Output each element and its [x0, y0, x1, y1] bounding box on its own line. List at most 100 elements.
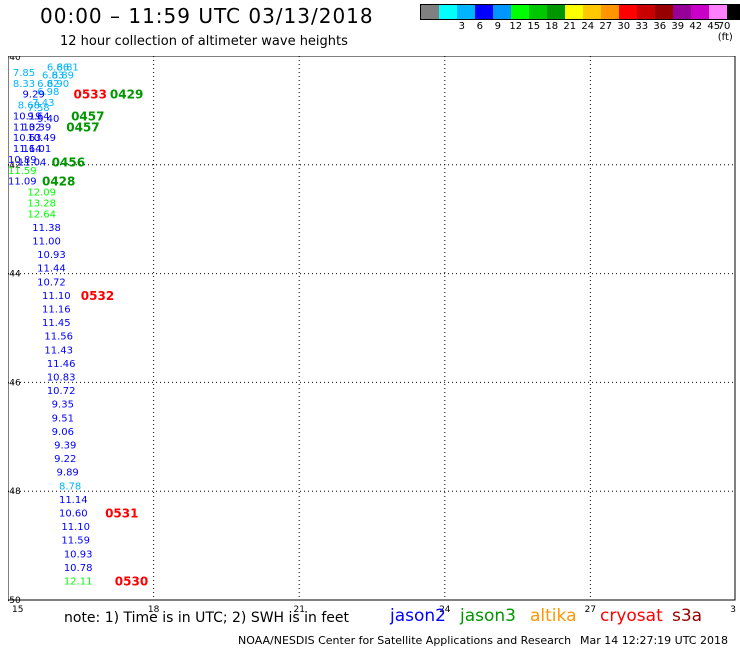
legend-label: 12 [509, 21, 523, 32]
lon-tick-label: 21 [293, 605, 304, 615]
wave-height-value: 10.63 [13, 133, 42, 144]
wave-height-value: 8.78 [59, 481, 81, 492]
page-title: 00:00 – 11:59 UTC 03/13/2018 [40, 4, 374, 28]
legend-label: 33 [635, 21, 649, 32]
wave-height-map: 151821242730-40-42-44-46-48-506.866.816.… [8, 56, 736, 615]
legend-label: 9 [494, 21, 501, 32]
wave-height-value: 11.10 [61, 522, 90, 533]
lat-tick-label: -44 [8, 270, 21, 280]
wave-height-value: 10.93 [37, 250, 66, 261]
wave-height-value: 9.06 [52, 427, 74, 438]
wave-height-value: 6.82 [37, 79, 59, 90]
satellite-name-jason3: jason3 [460, 606, 516, 626]
legend-swatch [565, 5, 583, 19]
wave-height-value: 11.14 [59, 495, 88, 506]
wave-height-value: 12.11 [64, 577, 93, 588]
legend-label: 6 [476, 21, 483, 32]
legend-swatch [475, 5, 493, 19]
wave-height-value: 10.72 [47, 386, 76, 397]
wave-height-value: 8.68 [18, 101, 40, 112]
lat-tick-label: -50 [8, 596, 21, 606]
pass-time-label: 0456 [52, 156, 85, 170]
legend-label: 45 [707, 21, 721, 32]
legend-label: 42 [689, 21, 703, 32]
lon-tick-label: 24 [439, 605, 451, 615]
wave-height-value: 10.78 [64, 563, 93, 574]
pass-time-label: 0531 [105, 507, 138, 521]
lat-tick-label: -40 [8, 56, 21, 63]
wave-height-value: 11.04 [18, 158, 47, 169]
wave-height-value: 11.59 [8, 166, 37, 177]
wave-height-value: 11.16 [42, 305, 71, 316]
pass-time-label: 0533 [74, 88, 107, 102]
wave-height-value: 10.49 [27, 133, 56, 144]
lon-tick-label: 15 [12, 605, 23, 615]
wave-height-value: 9.39 [54, 441, 76, 452]
wave-height-value: 6.89 [52, 71, 74, 82]
wave-height-value: 10.19 [13, 111, 42, 122]
legend-label: 24 [581, 21, 595, 32]
note-text: note: 1) Time is in UTC; 2) SWH is in fe… [64, 610, 350, 626]
wave-height-value: 11.59 [61, 536, 90, 547]
lon-tick-label: 30 [730, 605, 736, 615]
legend-swatch [691, 5, 709, 19]
legend-swatch [439, 5, 457, 19]
wave-height-value: 9.40 [37, 114, 59, 125]
wave-height-value: 12.64 [27, 209, 56, 220]
lat-tick-label: -48 [8, 487, 21, 497]
legend-labels: 3 6 9 12 15 18 21 24 27 30 33 36 39 42 45 70 (ft) [420, 20, 740, 43]
wave-height-value: 11.10 [42, 291, 71, 302]
pass-time-label: 0429 [110, 88, 143, 102]
wave-height-value: 11.00 [32, 237, 61, 248]
legend-swatch [655, 5, 673, 19]
lat-tick-label: -46 [8, 378, 21, 388]
timestamp-text: Mar 14 12:27:19 UTC 2018 [580, 634, 728, 647]
satellite-name-cryosat: cryosat [600, 606, 663, 626]
map-frame [8, 56, 736, 601]
lon-tick-label: 27 [585, 605, 596, 615]
wave-height-value: 11.38 [32, 223, 61, 234]
pass-time-label: 0532 [81, 289, 114, 303]
wave-height-value: 11.46 [47, 359, 76, 370]
wave-height-value: 11.01 [23, 144, 52, 155]
wave-height-value: 7.85 [13, 68, 35, 79]
wave-height-value: 6.90 [47, 79, 69, 90]
wave-height-value: 6.83 [42, 71, 64, 82]
legend-label: 3 [458, 21, 465, 32]
legend-swatch [673, 5, 691, 19]
wave-height-value: 7.43 [32, 98, 54, 109]
wave-height-value: 11.56 [44, 332, 73, 343]
legend-swatch [547, 5, 565, 19]
legend-label: 21 [563, 21, 577, 32]
legend-swatch [493, 5, 511, 19]
wave-height-value: 9.35 [52, 400, 74, 411]
legend-swatch [583, 5, 601, 19]
pass-time-label: 0457 [66, 120, 99, 134]
wave-height-value: 10.89 [8, 155, 37, 166]
wave-height-value: 9.51 [52, 413, 74, 424]
legend-swatch [637, 5, 655, 19]
wave-height-value: 10.93 [64, 549, 93, 560]
satellite-name-jason2: jason2 [390, 606, 446, 626]
legend-swatch [601, 5, 619, 19]
wave-height-value: 11.09 [8, 177, 37, 188]
pass-time-label: 0428 [42, 175, 75, 189]
legend-label: 36 [653, 21, 667, 32]
pass-time-label: 0457 [71, 109, 104, 123]
legend-swatch [709, 5, 727, 19]
legend-label: 15 [527, 21, 541, 32]
lat-tick-label: -42 [8, 161, 21, 171]
wave-height-value: 6.86 [47, 62, 69, 73]
legend-swatch [619, 5, 637, 19]
wave-height-value: 11.43 [44, 345, 73, 356]
wave-height-value: 11.45 [42, 318, 71, 329]
wave-height-value: 6.98 [37, 87, 59, 98]
legend-label: 18 [545, 21, 559, 32]
lon-tick-label: 18 [148, 605, 160, 615]
page-subtitle: 12 hour collection of altimeter wave hei… [60, 34, 348, 49]
satellite-name-altika: altika [530, 606, 577, 626]
legend-swatch [457, 5, 475, 19]
color-legend: 3 6 9 12 15 18 21 24 27 30 33 36 39 42 45 70 (ft) [420, 4, 740, 43]
credit-text: NOAA/NESDIS Center for Satellite Applica… [238, 634, 572, 647]
wave-height-value: 12.09 [27, 188, 56, 199]
